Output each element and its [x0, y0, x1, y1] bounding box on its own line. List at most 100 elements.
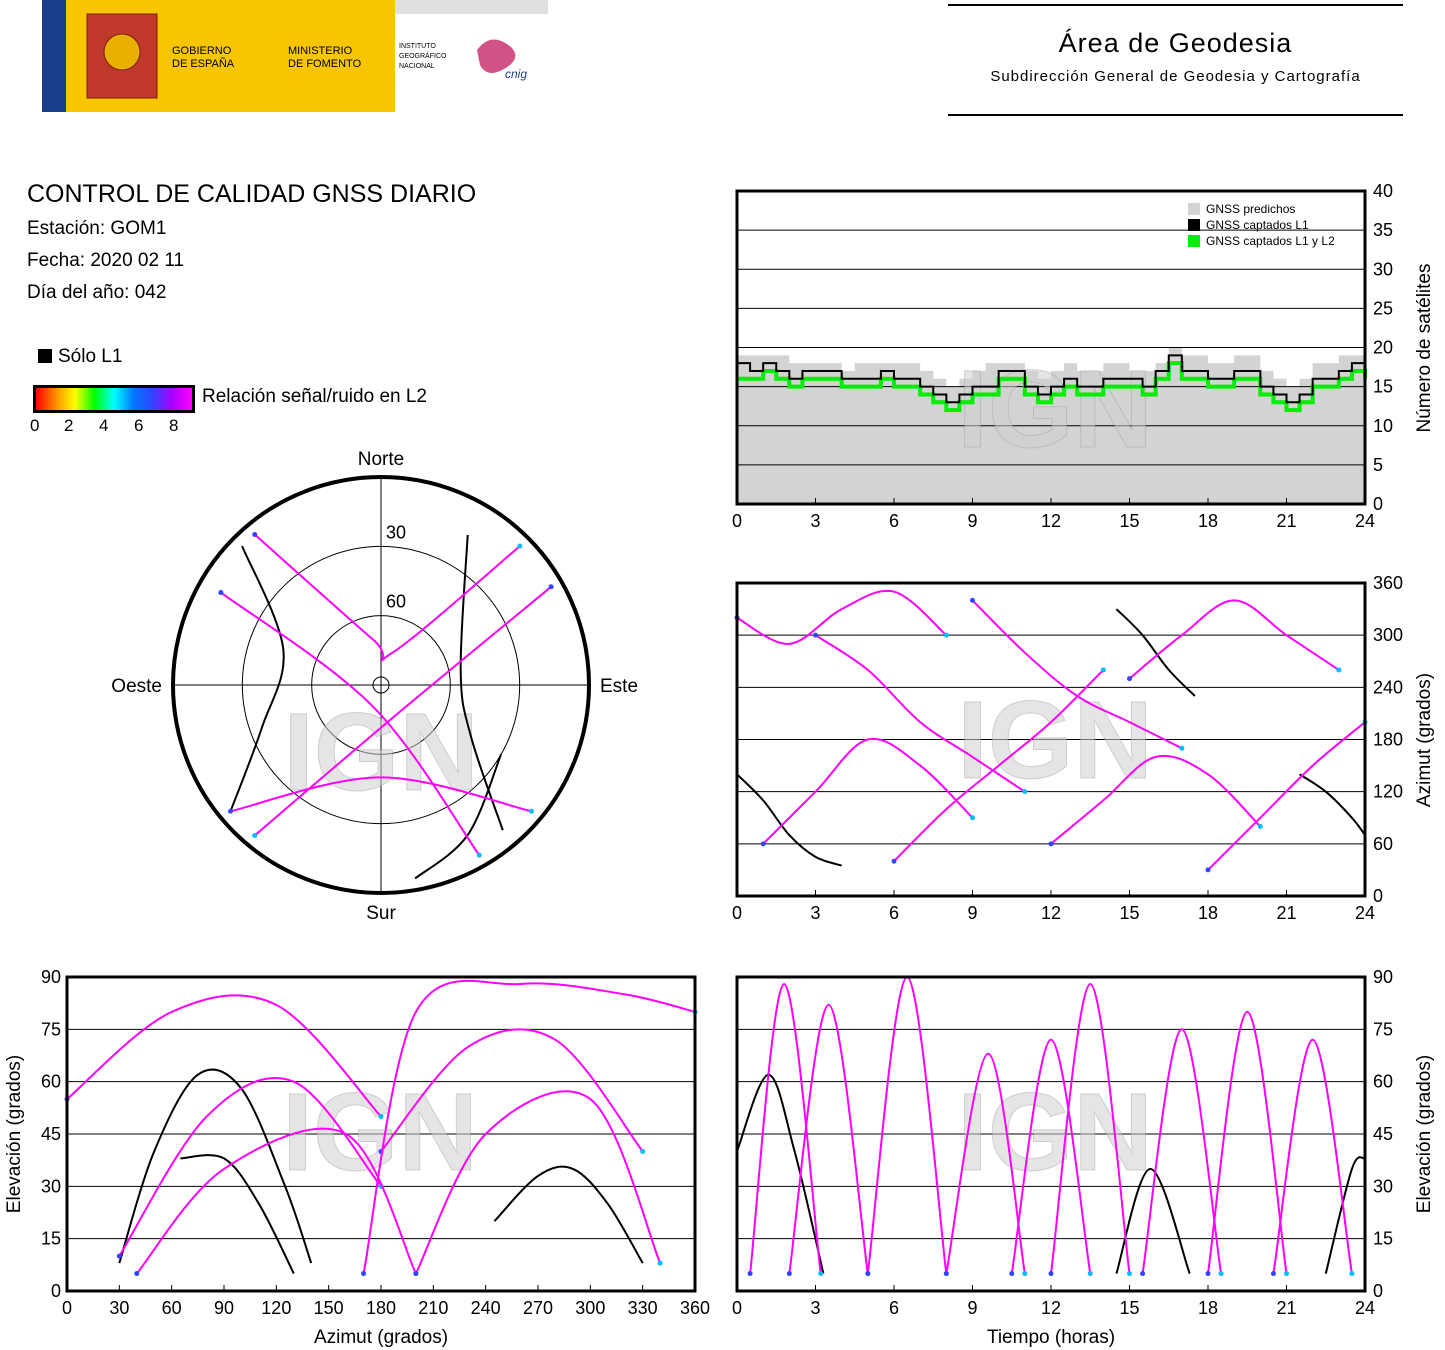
track-end-low — [1284, 1271, 1289, 1277]
track-end-low — [361, 1271, 367, 1277]
legend-swatch — [1188, 235, 1200, 247]
track-end-low — [1140, 1271, 1146, 1277]
satellite-track — [230, 776, 532, 813]
plot-border — [735, 975, 1367, 1293]
track-end-low — [657, 1260, 663, 1266]
x-tick-label: 240 — [471, 1298, 501, 1318]
y-tick-label: 90 — [1373, 967, 1393, 987]
y-tick-label: 0 — [1373, 494, 1383, 514]
y-tick-label: 90 — [41, 967, 61, 987]
track-end-low — [786, 1271, 792, 1277]
x-tick-label: 3 — [810, 1298, 820, 1318]
l1-only-track — [118, 1068, 313, 1264]
legend-swatch — [1188, 203, 1200, 215]
x-tick-label: 300 — [575, 1298, 605, 1318]
x-tick-label: 24 — [1355, 1298, 1375, 1318]
snr-colorbar-label: Relación señal/ruido en L2 — [202, 386, 427, 407]
institutional-logos: GOBIERNO DE ESPAÑA MINISTERIO DE FOMENTO… — [42, 0, 548, 112]
doy-line: Día del año: 042 — [27, 282, 167, 303]
satellite-track — [1141, 1028, 1223, 1274]
satellite-track — [1050, 982, 1131, 1274]
legend-label: GNSS predichos — [1206, 202, 1295, 216]
l1-only-track — [1324, 1156, 1366, 1274]
track-end-low — [865, 1271, 871, 1277]
x-tick-label: 15 — [1119, 1298, 1139, 1318]
solo-l1-label: Sólo L1 — [58, 346, 123, 367]
elevation-ring — [311, 615, 451, 755]
direction-west: Oeste — [111, 676, 162, 697]
track-end-low — [1179, 745, 1185, 751]
x-tick-label: 24 — [1355, 511, 1375, 531]
ministerio-line2: DE FOMENTO — [288, 58, 362, 70]
satellite-track — [362, 979, 696, 1274]
legend-label: GNSS captados L1 y L2 — [1206, 234, 1335, 248]
x-tick-label: 9 — [967, 903, 977, 923]
track-end-low — [413, 1271, 419, 1277]
date-line: Fecha: 2020 02 11 — [27, 250, 185, 271]
x-tick-label: 3 — [810, 903, 820, 923]
track-end-low — [517, 543, 523, 549]
elevation-ring — [241, 545, 521, 825]
x-tick-label: 18 — [1198, 511, 1218, 531]
l1-only-track — [493, 1165, 644, 1264]
x-tick-label: 90 — [214, 1298, 234, 1318]
direction-east: Este — [600, 676, 638, 697]
azimuth-time-chart: 0 60 120 180 240 300 360 0 3 6 9 12 15 18 21 24 IGN Azimu… — [732, 573, 1435, 923]
x-tick-label: 21 — [1276, 903, 1296, 923]
y-tick-label: 0 — [1373, 886, 1383, 906]
colorbar-tick: 4 — [99, 416, 109, 435]
satellite-track — [254, 586, 552, 837]
area-title: Área de Geodesia — [1058, 28, 1293, 58]
colorbar-tick: 6 — [134, 416, 144, 435]
x-tick-label: 30 — [109, 1298, 129, 1318]
elevation-time-chart: 0 15 30 45 60 75 90 0 3 6 9 12 15 18 21 24 IGN Tiempo (ho… — [732, 967, 1435, 1348]
x-tick-label: 15 — [1119, 903, 1139, 923]
y-tick-label: 30 — [1373, 1176, 1393, 1196]
y-tick-label: 300 — [1373, 625, 1403, 645]
x-tick-label: 330 — [628, 1298, 658, 1318]
satellite-track — [945, 1052, 1026, 1274]
track-end-low — [943, 632, 949, 638]
track-end-low — [378, 1114, 384, 1120]
solo-l1-swatch — [38, 349, 52, 363]
x-tick-label: 21 — [1276, 1298, 1296, 1318]
direction-south: Sur — [366, 903, 396, 924]
satellite-track — [380, 1028, 644, 1153]
x-tick-label: 180 — [366, 1298, 396, 1318]
l1-only-track — [1115, 608, 1196, 697]
plot-border — [735, 189, 1367, 506]
x-tick-label: 3 — [810, 511, 820, 531]
track-end-low — [813, 632, 818, 638]
instituto-line3: NACIONAL — [399, 63, 435, 70]
report-title: CONTROL DE CALIDAD GNSS DIARIO — [27, 180, 477, 208]
track-end-low — [1336, 667, 1342, 673]
y-tick-label: 15 — [1373, 1229, 1393, 1249]
ign-watermark: IGN — [282, 1071, 478, 1194]
satellite-track — [1010, 1038, 1092, 1274]
satellite-count-chart: 0 5 10 15 20 25 30 35 40 0 3 6 9 12 15 18 21 24 IGN GNSS pr… — [732, 181, 1435, 531]
x-tick-label: 0 — [732, 511, 742, 531]
track-end-low — [1009, 1271, 1015, 1277]
x-tick-label: 6 — [889, 1298, 899, 1318]
track-end-low — [1218, 1271, 1224, 1277]
x-tick-label: 12 — [1041, 1298, 1061, 1318]
colorbar-tick: 2 — [64, 416, 74, 435]
x-axis-label: Tiempo (horas) — [987, 1327, 1115, 1348]
plot-border — [735, 581, 1367, 898]
track-end-low — [943, 1271, 949, 1277]
gobierno-line1: GOBIERNO — [172, 45, 232, 57]
cnig-text: cnig — [505, 67, 527, 81]
y-tick-label: 20 — [1373, 338, 1393, 358]
cnig-logo-icon — [477, 39, 516, 74]
satellite-track — [1272, 1038, 1353, 1274]
legend-swatch — [1188, 219, 1200, 231]
y-tick-label: 240 — [1373, 677, 1403, 697]
x-tick-label: 360 — [680, 1298, 710, 1318]
colorbar-tick: 8 — [169, 416, 179, 435]
track-end-low — [1048, 841, 1054, 847]
y-tick-label: 45 — [41, 1124, 61, 1144]
track-end-low — [548, 584, 554, 590]
ign-watermark: IGN — [283, 691, 479, 814]
track-end-low — [970, 597, 975, 603]
satellite-track — [762, 737, 974, 845]
